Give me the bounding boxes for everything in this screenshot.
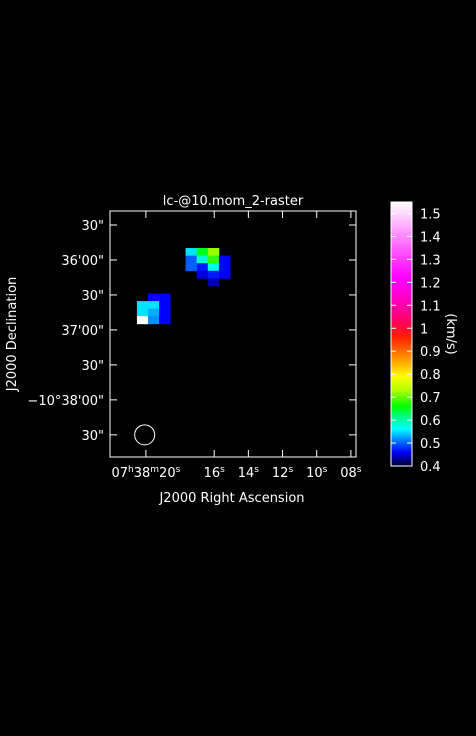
- colorbar-tick-label: 1.5: [420, 207, 441, 222]
- axis-ticks: [110, 211, 356, 457]
- y-tick-label: 30": [81, 289, 104, 304]
- map-pixel: [148, 293, 160, 302]
- beam-ellipse: [134, 424, 156, 446]
- y-tick-label: 30": [81, 359, 104, 374]
- x-tick-label: 14s: [238, 465, 260, 481]
- map-pixel: [207, 248, 220, 256]
- y-tick-label: 36'00": [61, 254, 104, 269]
- y-tick-label: 30": [81, 219, 104, 234]
- colorbar-tick-label: 0.4: [420, 460, 441, 475]
- x-tick-label: 12s: [272, 465, 294, 481]
- y-tick-labels: 30" −10°38'00" 30" 37'00" 30" 36'00" 30": [27, 219, 104, 444]
- map-pixel: [196, 255, 209, 264]
- map-pixel: [218, 255, 231, 264]
- map-pixel: [218, 270, 231, 279]
- x-axis-label: J2000 Right Ascension: [158, 491, 304, 506]
- plot-frame: [109, 210, 357, 458]
- map-pixel: [207, 255, 220, 264]
- colorbar: [390, 201, 413, 467]
- x-tick-labels: 07h38m20s 16s 14s 12s 10s 08s: [111, 465, 361, 481]
- chart-title: lc-@10.mom_2-raster: [163, 194, 304, 209]
- map-pixel: [196, 263, 209, 272]
- colorbar-ticks: 0.4 0.5 0.6 0.7 0.8 0.9 1 1.1 1.2 1.3 1.4 1.5: [391, 207, 441, 475]
- map-pixel: [218, 263, 231, 272]
- map-pixel: [207, 263, 220, 272]
- colorbar-tick-label: 0.8: [420, 368, 441, 383]
- map-pixel: [136, 316, 149, 325]
- colorbar-tick-label: 0.9: [420, 345, 441, 360]
- y-tick-label: −10°38'00": [27, 394, 104, 409]
- x-tick-label: 16s: [204, 465, 226, 481]
- x-tick-label: 10s: [306, 465, 328, 481]
- map-pixel: [185, 263, 198, 272]
- colorbar-tick-label: 1.2: [420, 276, 441, 291]
- map-pixel: [196, 270, 209, 279]
- y-tick-label: 37'00": [61, 324, 104, 339]
- colorbar-tick-label: 0.5: [420, 437, 441, 452]
- map-pixel: [136, 301, 149, 310]
- map-pixel: [148, 316, 160, 325]
- map-pixels: [136, 248, 231, 325]
- y-axis-label: J2000 Declination: [5, 277, 20, 393]
- colorbar-tick-label: 1.1: [420, 299, 441, 314]
- colorbar-tick-label: 1.4: [420, 230, 441, 245]
- x-tick-label: 07h38m20s: [111, 465, 180, 481]
- map-pixel: [196, 248, 209, 256]
- colorbar-tick-label: 1: [420, 322, 428, 337]
- map-pixel: [159, 301, 171, 310]
- map-pixel: [159, 316, 171, 325]
- map-pixel: [148, 301, 160, 310]
- map-pixel: [159, 293, 171, 302]
- map-pixel: [159, 308, 171, 317]
- y-tick-label: 30": [81, 429, 104, 444]
- colorbar-tick-label: 0.7: [420, 391, 441, 406]
- map-pixel: [148, 308, 160, 317]
- colorbar-tick-label: 0.6: [420, 414, 441, 429]
- colorbar-label: (km/s): [443, 313, 458, 355]
- colorbar-tick-label: 1.3: [420, 253, 441, 268]
- x-tick-label: 08s: [340, 465, 362, 481]
- map-pixel: [207, 278, 220, 287]
- map-pixel: [207, 270, 220, 279]
- map-pixel: [185, 255, 198, 264]
- map-pixel: [136, 308, 149, 317]
- map-pixel: [185, 248, 198, 256]
